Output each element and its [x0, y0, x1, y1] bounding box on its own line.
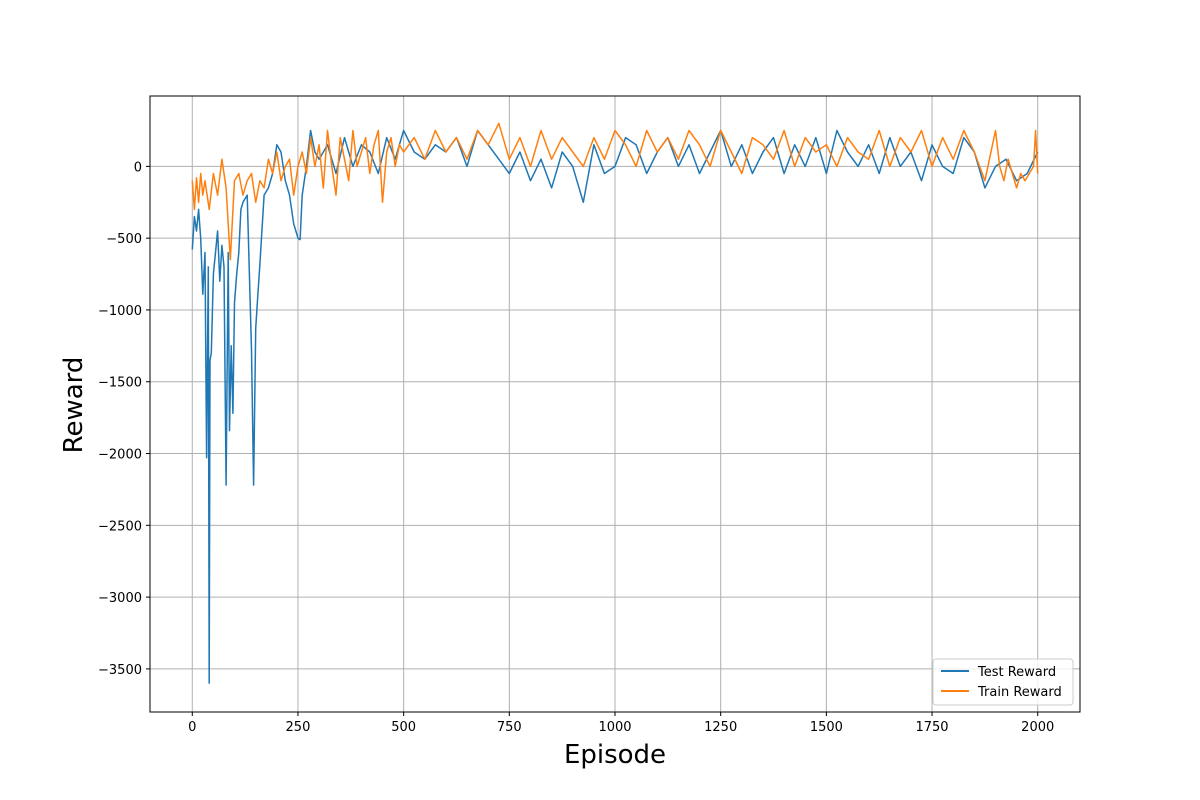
series-line-train-reward: [191, 122, 1039, 261]
y-tick-label: −2500: [98, 519, 142, 534]
y-tick-label: −1000: [98, 304, 142, 319]
x-tick-label: 750: [497, 720, 522, 735]
y-tick-label: −1500: [98, 376, 142, 391]
x-axis-label: Episode: [564, 740, 666, 770]
series-line-test-reward: [191, 129, 1039, 685]
legend-label-test-reward: Test Reward: [977, 665, 1056, 680]
x-tick-label: 1000: [598, 720, 631, 735]
series-layer: [191, 122, 1039, 685]
x-tick-label: 500: [391, 720, 416, 735]
y-tick-label: −3500: [98, 663, 142, 678]
x-tick-label: 1500: [810, 720, 843, 735]
legend: Test Reward Train Reward: [932, 658, 1074, 706]
y-tick-label: −2000: [98, 448, 142, 463]
x-tick-label: 2000: [1021, 720, 1054, 735]
legend-label-train-reward: Train Reward: [977, 685, 1062, 700]
x-tick-label: 1250: [704, 720, 737, 735]
x-tick-label: 0: [188, 720, 196, 735]
ticks-layer: 0 250 500 750 1000 1250 1500 1750 2000 0 −500 −1000…: [98, 160, 1054, 735]
y-tick-label: −3000: [98, 591, 142, 606]
y-tick-label: −500: [106, 232, 142, 247]
grid-layer: [150, 96, 1080, 712]
x-tick-label: 1750: [915, 720, 948, 735]
y-tick-label: 0: [134, 160, 142, 175]
y-axis-label: Reward: [59, 357, 89, 454]
x-tick-label: 250: [286, 720, 311, 735]
